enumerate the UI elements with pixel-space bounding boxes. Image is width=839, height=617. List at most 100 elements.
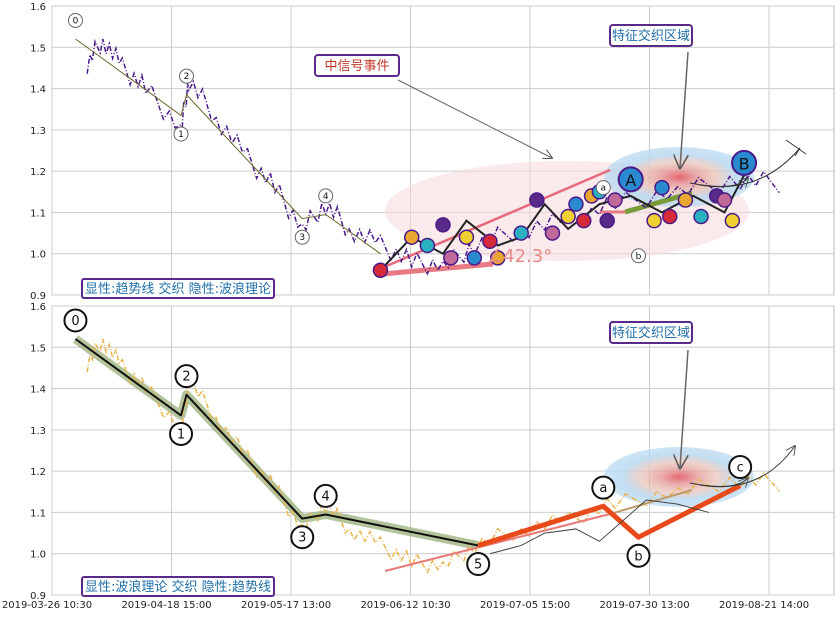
forecast-arc-inner [689, 178, 748, 187]
signal-dot [419, 237, 436, 254]
bottom-lower-line [384, 513, 611, 572]
signal-dot [489, 250, 506, 266]
signal-dot [607, 192, 623, 208]
callout-feature-zone-top: 特征交织区域 [609, 24, 693, 47]
svg-text:特征交织区域: 特征交织区域 [612, 325, 690, 341]
x-tick-label: 2019-06-12 10:30 [360, 600, 450, 611]
top-panel-content [75, 38, 807, 278]
signal-dot [403, 229, 420, 245]
y-tick-label: 1.4 [30, 385, 46, 396]
y-tick-label: 1.0 [30, 250, 46, 261]
wave-label-marker [63, 308, 88, 333]
wave-label: 1 [177, 427, 185, 442]
signal-dot [513, 225, 529, 241]
wave-label: 3 [299, 233, 305, 243]
top-trendline-path [75, 38, 381, 255]
wave-label: 3 [298, 531, 306, 546]
top-panel-frame [51, 5, 835, 296]
svg-text:显性:趋势线 交织 隐性:波浪理论: 显性:趋势线 交织 隐性:波浪理论 [85, 281, 271, 297]
feature-zone-bottom [604, 447, 754, 507]
callout-arrow-signal [397, 79, 552, 158]
wave-label-marker [591, 475, 616, 500]
signal-dot [724, 212, 741, 229]
signal-dot [435, 217, 451, 233]
wave-marker-label: A [625, 171, 636, 190]
y-tick-label: 0.9 [30, 291, 46, 302]
signal-dot [654, 179, 670, 196]
svg-text:特征交织区域: 特征交织区域 [612, 28, 690, 44]
y-tick-label: 1.3 [30, 426, 46, 437]
signal-dot [443, 250, 459, 266]
wave-label-marker [466, 552, 491, 577]
bottom-abc-path [477, 483, 742, 548]
wave-label-marker [173, 126, 189, 142]
wave-label-marker [626, 543, 651, 568]
wave-label: b [634, 549, 642, 564]
signal-dot [716, 192, 733, 208]
y-tick-label: 1.2 [30, 467, 46, 478]
wave-marker-label: B [739, 154, 750, 173]
wave-label: a [601, 184, 607, 194]
svg-text:显性:波浪理论 交织 隐性:趋势线: 显性:波浪理论 交织 隐性:趋势线 [85, 579, 271, 595]
wave-label-marker [67, 12, 83, 28]
angle-label: ∠42.3° [487, 246, 552, 267]
signal-dot [677, 192, 694, 208]
signal-dot [568, 196, 584, 212]
wave-label-marker [174, 364, 199, 389]
wave-label-marker [179, 68, 195, 84]
signal-dot [372, 262, 389, 278]
wave-label: 2 [182, 370, 190, 385]
x-tick-label: 2019-08-21 14:00 [719, 600, 809, 611]
signal-dot [576, 212, 592, 229]
channel-upper-line [381, 168, 611, 270]
wave-labels: 0 1 2 3 4 a b A B 0 1 2 3 4 5 a b c [63, 12, 758, 577]
wave-marker-circle [617, 166, 644, 193]
y-tick-label: 1.0 [30, 550, 46, 561]
legend-top: 显性:趋势线 交织 隐性:波浪理论 [81, 278, 275, 299]
wave-label-marker [318, 188, 334, 204]
wave-label-marker [313, 483, 338, 508]
signal-dot [544, 225, 561, 241]
signal-dot [599, 212, 615, 229]
y-tick-label: 1.3 [30, 126, 46, 137]
y-tick-label: 1.6 [30, 2, 46, 13]
bottom-panel-frame [51, 305, 835, 596]
forecast-arc-bottom-inner [689, 478, 748, 487]
callout-feature-zone-bottom: 特征交织区域 [609, 321, 693, 344]
wave-label-marker [728, 455, 753, 480]
wave-label-marker [631, 248, 646, 264]
wave-label: b [636, 252, 642, 262]
wave-label: 5 [474, 558, 482, 573]
wave-label: a [599, 481, 607, 496]
signal-dot [560, 208, 576, 225]
x-tick-label: 2019-04-18 15:00 [121, 600, 211, 611]
signal-dot [482, 233, 498, 250]
y-tick-label: 1.6 [30, 302, 46, 313]
bottom-grid [51, 305, 834, 596]
bottom-abc-detail [489, 499, 710, 555]
y-tick-label: 1.1 [30, 508, 46, 519]
signal-dot [529, 192, 545, 208]
legend-bottom: 显性:波浪理论 交织 隐性:趋势线 [81, 576, 275, 597]
wave-label: 0 [71, 314, 79, 329]
x-tick-label: 2019-05-17 13:00 [241, 600, 331, 611]
y-tick-label: 1.1 [30, 208, 46, 219]
bottom-projection [609, 489, 693, 515]
wave-label: 2 [184, 72, 190, 82]
callout-arrow-zone-top [680, 51, 689, 168]
bottom-panel-content [72, 335, 796, 574]
callout-signal-event: 中信号事件 [314, 54, 400, 77]
wave-label-marker [595, 180, 611, 196]
y-tick-label: 1.5 [30, 343, 46, 354]
callout-arrow-zone-bottom [680, 349, 689, 468]
wave-label: 0 [73, 16, 79, 26]
wave-marker-circle [731, 149, 758, 176]
wave-label: 4 [323, 192, 329, 202]
forecast-t-marker [785, 139, 807, 157]
y-tick-label: 0.9 [30, 591, 46, 602]
signal-dot [646, 212, 662, 229]
signal-dot [466, 250, 483, 266]
x-tick-label: 2019-07-30 13:00 [599, 600, 689, 611]
wave-label: c [737, 461, 744, 476]
